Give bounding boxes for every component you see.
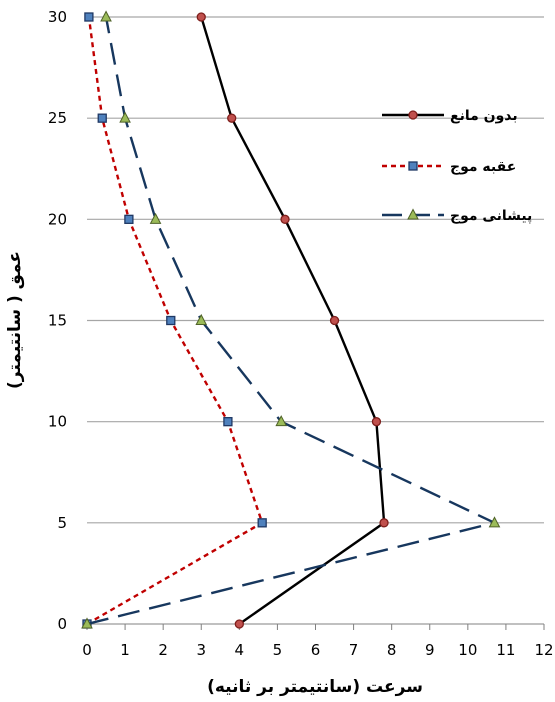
y-tick-label-25: 25: [48, 109, 67, 127]
series-3-point-5: [119, 111, 131, 123]
gridlines: [87, 16, 544, 524]
legend-item-3: پیشانی موج: [382, 208, 532, 224]
legend-marker-2: [408, 161, 418, 171]
y-tick-label-10: 10: [48, 413, 67, 431]
y-tick-label-20: 20: [48, 210, 67, 228]
x-axis-title: سرعت (سانتیمتر بر ثانیه): [207, 677, 423, 697]
series-1-point-0: [234, 619, 244, 629]
series-2-point-5: [97, 113, 107, 123]
y-tick-label-30: 30: [48, 8, 67, 26]
x-tick-label-6: 6: [311, 641, 321, 659]
x-tick-label-5: 5: [273, 641, 283, 659]
series-1-point-2: [371, 417, 382, 427]
series-3-point-6: [100, 10, 112, 22]
series-1-point-4: [280, 214, 290, 224]
x-tick-label-2: 2: [158, 641, 168, 659]
y-tick-label-15: 15: [48, 312, 67, 330]
series-1-point-6: [196, 12, 206, 22]
series-2-point-3: [166, 315, 176, 326]
x-tick-label-1: 1: [120, 641, 130, 659]
series-group: [81, 10, 501, 629]
series-2-point-2: [223, 417, 233, 427]
series-1-point-1: [379, 518, 389, 528]
series-3-point-2: [275, 415, 288, 427]
legend-marker-3: [407, 208, 419, 220]
series-3-point-1: [488, 516, 501, 528]
series-2-point-1: [257, 518, 267, 528]
y-axis-title: عمق ( سانتیمتر): [5, 251, 25, 389]
x-tick-label-3: 3: [196, 641, 206, 659]
x-tick-label-11: 11: [496, 641, 515, 659]
x-tick-label-4: 4: [235, 641, 245, 659]
x-axis-ticks: 0 1 2 3 4 5 6 7 8 9 10 11 12: [82, 624, 554, 659]
y-tick-label-5: 5: [57, 514, 67, 532]
series-2-point-4: [124, 214, 134, 224]
series-1: [196, 12, 389, 629]
series-3: [81, 10, 501, 629]
legend-item-1: بدون مانع: [382, 108, 518, 124]
x-tick-label-9: 9: [425, 641, 435, 659]
series-3-point-0: [81, 617, 93, 629]
y-axis-ticks: 0 5 10 15 20 25 30: [48, 8, 67, 633]
series-2-point-6: [84, 12, 94, 22]
x-tick-label-12: 12: [534, 641, 553, 659]
series-3-point-3: [195, 313, 208, 325]
legend-label-3: پیشانی موج: [450, 208, 532, 224]
x-tick-label-0: 0: [82, 641, 92, 659]
legend: بدون مانع عقبه موج پیشانی موج: [382, 108, 532, 224]
series-3-point-4: [149, 212, 162, 224]
y-tick-label-0: 0: [57, 615, 67, 633]
legend-item-2: عقبه موج: [382, 159, 516, 175]
x-tick-label-8: 8: [387, 641, 397, 659]
legend-label-1: بدون مانع: [450, 108, 518, 124]
series-1-point-5: [227, 113, 237, 123]
x-tick-label-7: 7: [349, 641, 359, 659]
legend-label-2: عقبه موج: [450, 159, 516, 175]
series-1-point-3: [329, 315, 340, 326]
x-tick-label-10: 10: [458, 641, 477, 659]
legend-marker-1: [408, 110, 418, 120]
